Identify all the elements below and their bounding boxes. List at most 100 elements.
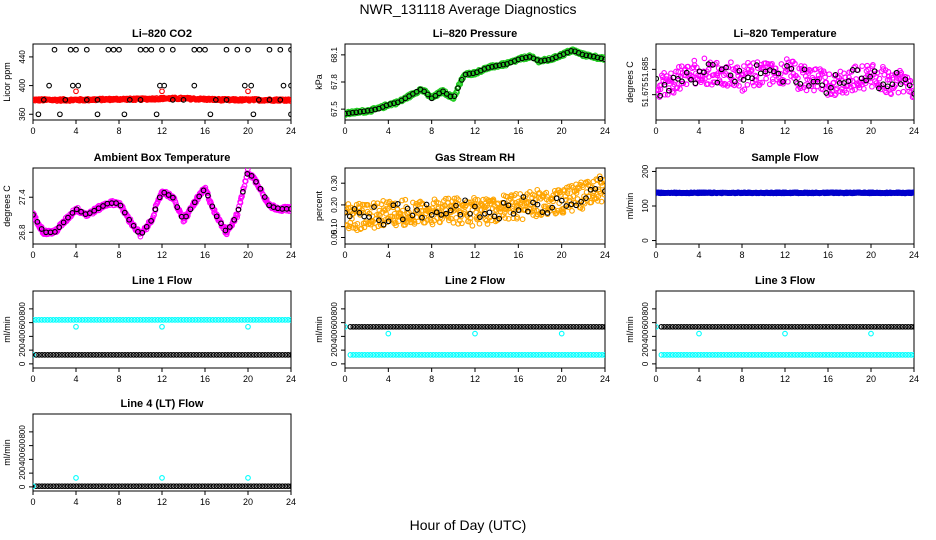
data-point [228, 483, 234, 490]
data-point [480, 196, 486, 203]
data-point [899, 352, 906, 358]
data-point [410, 199, 416, 206]
data-point [846, 74, 852, 81]
data-point [811, 87, 817, 94]
data-point [145, 483, 151, 490]
data-point [207, 352, 214, 358]
data-point [270, 352, 277, 358]
data-point [769, 323, 775, 330]
data-point [162, 483, 168, 490]
data-point [831, 323, 838, 330]
chart-title: Line 1 Flow [132, 275, 192, 287]
data-point [760, 352, 767, 358]
data-point [47, 317, 54, 323]
data-point [99, 483, 105, 490]
data-point [530, 352, 537, 358]
data-point [482, 323, 488, 330]
x-tick-label: 4 [73, 250, 78, 260]
y-tick-label: 800 [18, 302, 27, 316]
data-point [530, 199, 536, 206]
data-point [911, 323, 914, 330]
y-tick-label: 360 [18, 107, 27, 121]
data-point [59, 483, 65, 490]
data-point [489, 64, 495, 70]
data-point [738, 323, 744, 330]
data-point [60, 219, 67, 226]
data-point [424, 352, 431, 358]
data-point [854, 323, 861, 330]
data-point [740, 352, 747, 358]
x-tick-label: 12 [470, 126, 480, 136]
data-point [122, 352, 128, 358]
y-tick-label: 0.05 [330, 229, 339, 245]
data-point [255, 97, 262, 103]
x-tick-label: 16 [200, 497, 210, 507]
data-point [837, 323, 844, 330]
data-point [715, 352, 721, 358]
data-point [393, 352, 400, 358]
data-point [33, 317, 36, 323]
data-point [190, 483, 197, 490]
data-point [696, 330, 702, 337]
data-point [110, 483, 117, 490]
data-point [257, 185, 264, 192]
data-point [51, 46, 58, 53]
data-point [33, 211, 36, 218]
data-point [276, 352, 283, 358]
chart-title: Li–820 Temperature [733, 28, 836, 40]
data-point [90, 352, 97, 358]
data-point [461, 352, 468, 358]
x-tick-label: 24 [286, 126, 296, 136]
data-point [381, 352, 388, 358]
data-point [448, 215, 454, 222]
data-point [234, 46, 241, 53]
data-point [169, 317, 175, 323]
data-point [828, 84, 834, 91]
data-point [73, 323, 79, 330]
data-point [749, 75, 755, 82]
series-green [345, 46, 605, 118]
data-point [556, 323, 563, 330]
data-point [456, 323, 462, 330]
data-point [815, 72, 822, 79]
data-point [384, 352, 391, 358]
data-point [681, 352, 687, 358]
data-point [380, 221, 387, 228]
data-point [240, 188, 246, 195]
chart-line1-flow: Line 1 Flow ml/min 0 4 8 12 16 20 24 0 20040060080… [2, 275, 296, 384]
data-point [441, 323, 448, 330]
data-point [473, 323, 480, 330]
data-point [888, 91, 894, 97]
data-point [182, 483, 188, 490]
data-point [583, 52, 590, 59]
data-point [116, 46, 122, 53]
y-tick-label: 51.675 [641, 82, 650, 107]
data-point [201, 317, 207, 323]
data-point [718, 323, 724, 330]
data-point [70, 317, 77, 323]
data-point [345, 201, 352, 207]
data-point [738, 352, 744, 358]
data-point [474, 197, 481, 203]
data-point [95, 205, 102, 212]
x-tick-label: 8 [116, 126, 121, 136]
y-tick-label: 200 [330, 343, 339, 357]
data-point [167, 352, 174, 358]
data-point [253, 352, 260, 358]
data-point [794, 323, 801, 330]
data-point [502, 323, 508, 330]
data-point [519, 352, 525, 358]
data-point [516, 352, 523, 358]
data-point [486, 209, 493, 216]
data-point [202, 46, 208, 53]
data-point [568, 48, 574, 54]
data-point [505, 202, 512, 209]
data-point [453, 323, 460, 330]
data-point [159, 46, 165, 53]
data-point [46, 82, 52, 89]
data-point [62, 317, 68, 323]
data-point [780, 352, 787, 358]
data-point [250, 352, 257, 358]
data-point [122, 483, 128, 490]
y-tick-label: 0 [18, 361, 27, 366]
